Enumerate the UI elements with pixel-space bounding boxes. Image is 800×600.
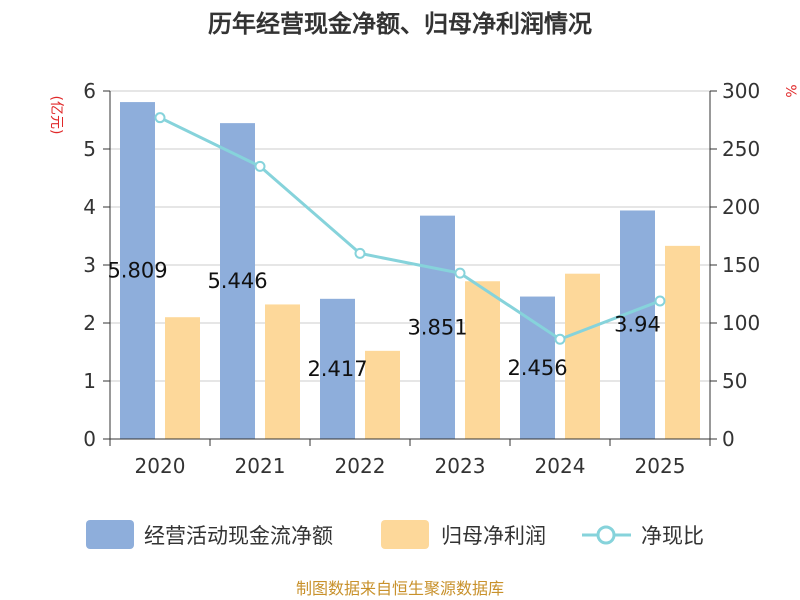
data-label: 2.417 bbox=[307, 357, 367, 381]
x-tick-label: 2023 bbox=[435, 454, 486, 478]
ratio-point bbox=[554, 333, 566, 345]
bar-profit bbox=[265, 304, 300, 439]
legend-label-ratio: 净现比 bbox=[641, 524, 704, 548]
bar-profit bbox=[365, 350, 400, 439]
ratio-point bbox=[354, 247, 366, 259]
data-labels: 5.809 5.446 2.417 3.851 2.456 3.94 bbox=[107, 259, 660, 381]
right-tick-label: 100 bbox=[722, 311, 760, 335]
left-tick-label: 3 bbox=[83, 253, 96, 277]
data-label: 3.851 bbox=[407, 315, 467, 339]
right-tick-label: 150 bbox=[722, 253, 760, 277]
x-axis: 2020 2021 2022 2023 2024 2025 bbox=[109, 438, 711, 478]
right-tick-label: 0 bbox=[722, 427, 735, 451]
bar-profit bbox=[665, 245, 700, 439]
ratio-line bbox=[154, 112, 666, 345]
right-tick-label: 300 bbox=[722, 79, 760, 103]
bar-profit bbox=[565, 273, 600, 439]
left-tick-label: 4 bbox=[83, 195, 96, 219]
ratio-line-path bbox=[159, 116, 661, 341]
x-tick-label: 2024 bbox=[535, 454, 586, 478]
left-tick-label: 0 bbox=[83, 427, 96, 451]
x-tick-label: 2020 bbox=[135, 454, 186, 478]
left-tick-label: 6 bbox=[83, 79, 96, 103]
grid-lines bbox=[110, 90, 710, 382]
legend: 经营活动现金流净额 归母净利润 净现比 bbox=[86, 520, 704, 549]
bar-cashflow bbox=[520, 296, 555, 439]
legend-item-profit[interactable]: 归母净利润 bbox=[381, 520, 546, 549]
legend-swatch-profit bbox=[381, 520, 429, 549]
data-label: 3.94 bbox=[614, 313, 661, 337]
left-axis-unit: (亿元) bbox=[48, 96, 64, 135]
left-tick-label: 5 bbox=[83, 137, 96, 161]
bar-cashflow bbox=[320, 298, 355, 439]
x-tick-label: 2022 bbox=[335, 454, 386, 478]
x-tick-label: 2021 bbox=[235, 454, 286, 478]
bars bbox=[120, 102, 700, 439]
right-tick-label: 200 bbox=[722, 195, 760, 219]
data-label: 5.809 bbox=[107, 259, 167, 283]
legend-swatch-cashflow bbox=[86, 520, 134, 549]
bar-cashflow bbox=[420, 215, 455, 439]
legend-label-profit: 归母净利润 bbox=[441, 524, 546, 548]
bar-cashflow bbox=[220, 123, 255, 439]
right-tick-label: 250 bbox=[722, 137, 760, 161]
ratio-point bbox=[654, 295, 666, 307]
left-tick-label: 2 bbox=[83, 311, 96, 335]
x-tick-label: 2025 bbox=[635, 454, 686, 478]
data-label: 5.446 bbox=[207, 269, 267, 293]
left-tick-label: 1 bbox=[83, 369, 96, 393]
legend-item-cashflow[interactable]: 经营活动现金流净额 bbox=[86, 520, 333, 549]
ratio-point bbox=[454, 267, 466, 279]
bar-profit bbox=[465, 281, 500, 439]
legend-item-ratio[interactable]: 净现比 bbox=[582, 524, 704, 548]
source-note: 制图数据来自恒生聚源数据库 bbox=[296, 579, 504, 598]
ratio-point bbox=[154, 112, 166, 124]
right-axis: 0 50 100 150 200 250 300 bbox=[709, 79, 760, 451]
chart-title: 历年经营现金净额、归母净利润情况 bbox=[208, 10, 592, 38]
left-axis: 0 1 2 3 4 5 6 bbox=[83, 79, 111, 451]
right-axis-unit: % bbox=[782, 84, 798, 97]
bar-profit bbox=[165, 317, 200, 439]
legend-label-cashflow: 经营活动现金流净额 bbox=[144, 524, 333, 548]
bar-cashflow bbox=[620, 210, 655, 439]
right-tick-label: 50 bbox=[722, 369, 747, 393]
ratio-point bbox=[254, 160, 266, 172]
legend-marker-ratio bbox=[596, 525, 616, 545]
data-label: 2.456 bbox=[507, 356, 567, 380]
bar-cashflow bbox=[120, 102, 155, 439]
